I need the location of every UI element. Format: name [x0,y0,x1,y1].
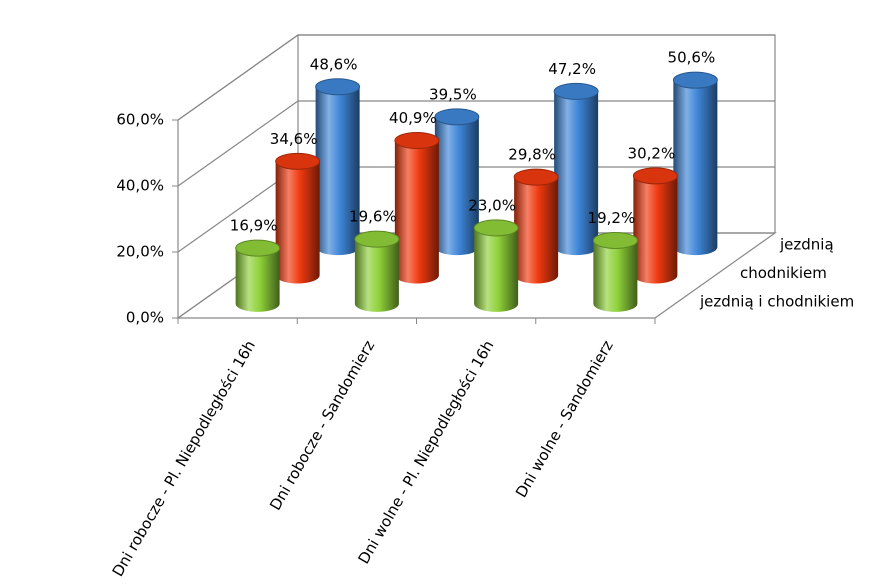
value-label: 34,6% [270,130,318,148]
x-tick-label: Dni wolne - Pl. Niepodległości 16h [354,337,497,567]
value-label: 40,9% [389,109,437,127]
value-label: 16,9% [230,217,278,235]
value-label: 19,6% [349,208,397,226]
cylinder [632,167,678,284]
grid-line [177,34,775,121]
cylinder [434,108,480,256]
x-tick-label: Dni wolne - Sandomierz [512,337,617,500]
value-label: 30,2% [628,144,676,162]
value-label: 29,8% [508,146,556,164]
x-tick-label: Dni robocze - Pl. Niepodległości 16h [109,337,259,579]
cylinder [235,239,281,312]
y-tick-label: 0,0% [126,309,164,327]
cylinder [672,71,718,256]
y-tick-label: 60,0% [116,111,164,129]
cylinder [473,219,519,312]
cylinder [275,152,321,284]
value-label: 47,2% [548,60,596,78]
cylinder [315,78,361,256]
grid-line [177,100,775,187]
value-label: 19,2% [588,209,636,227]
value-label: 50,6% [668,49,716,67]
y-tick-label: 40,0% [116,177,164,195]
legend-label: jezdnią i chodnikiem [699,292,854,310]
y-tick-label: 20,0% [116,243,164,261]
cylinder [592,231,638,312]
legend-label: chodnikiem [740,264,827,282]
cylinder [553,82,599,256]
value-label: 23,0% [468,196,516,214]
legend-label: jezdnią [779,236,834,254]
cylinder [354,230,400,312]
cylinder [394,132,440,284]
value-label: 39,5% [429,85,477,103]
value-label: 48,6% [310,55,358,73]
x-tick-label: Dni robocze - Sandomierz [266,337,378,513]
cylinder [513,168,559,284]
